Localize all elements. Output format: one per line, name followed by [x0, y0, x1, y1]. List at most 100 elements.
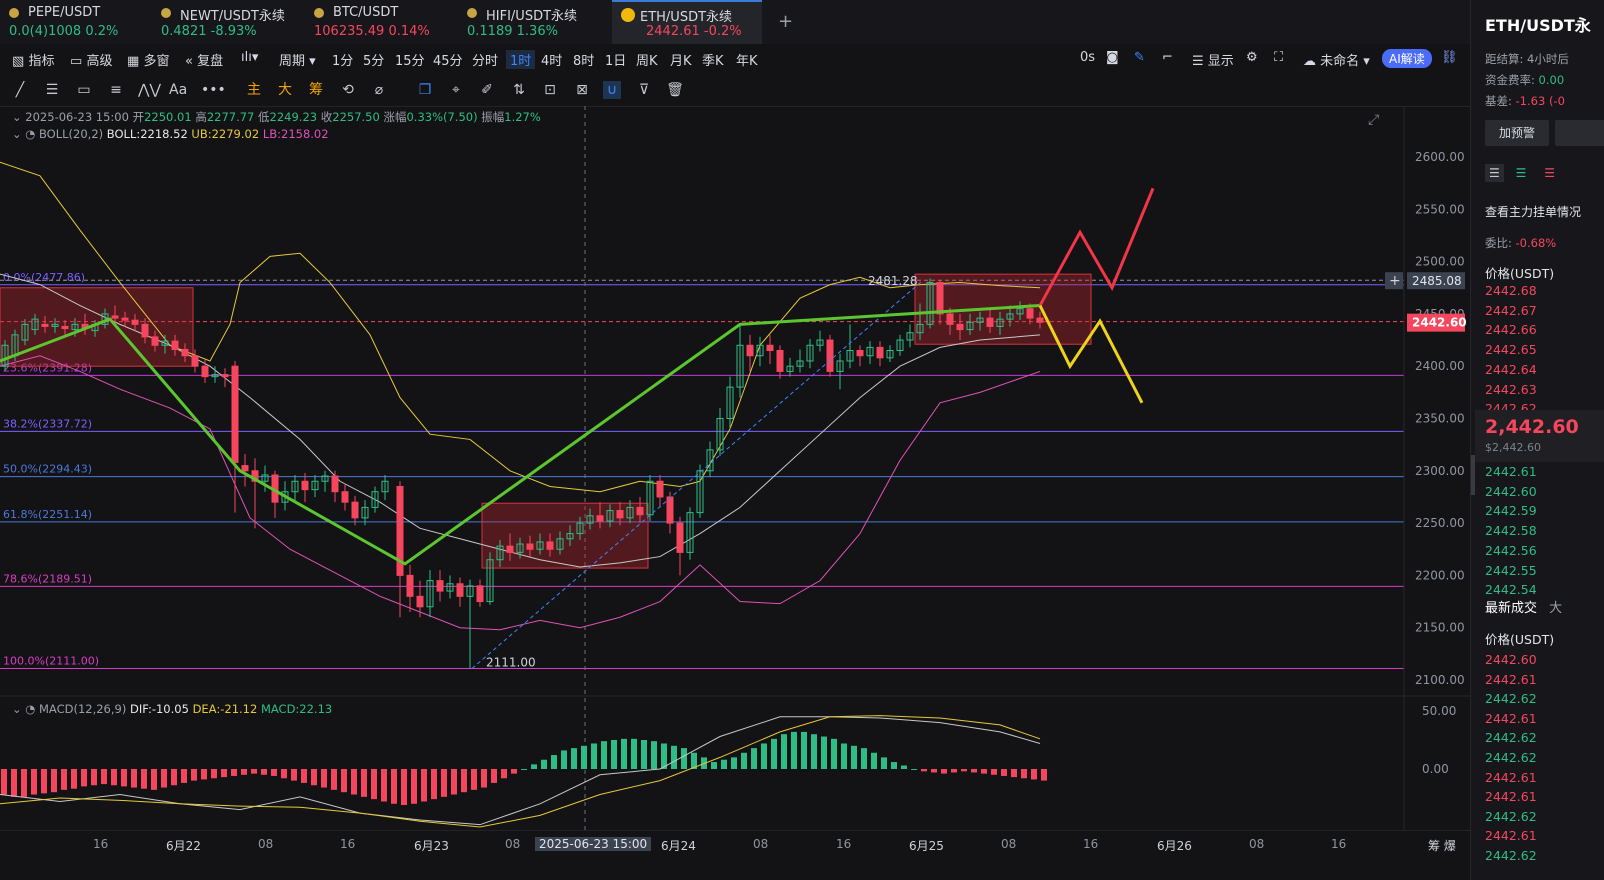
brush-icon[interactable]: ✐: [481, 82, 493, 98]
horizontal-line-icon[interactable]: ☰: [45, 82, 59, 98]
ask-row[interactable]: 2442.68: [1485, 283, 1537, 298]
add-alert-button[interactable]: 加预警: [1485, 120, 1549, 146]
tab-newt[interactable]: NEWT/USDT永续 0.4821 -8.93%: [152, 0, 302, 44]
interval-15m[interactable]: 15分: [395, 54, 425, 69]
expand-icon[interactable]: ⤢: [1368, 112, 1380, 128]
camera-icon[interactable]: ◙: [1106, 50, 1119, 65]
axis-corner-toggle[interactable]: 筹 爆: [1428, 839, 1456, 853]
trade-row[interactable]: 2442.61: [1485, 789, 1537, 805]
trash-icon[interactable]: 🗑: [666, 82, 684, 98]
orderbook-link[interactable]: 查看主力挂单情况: [1485, 205, 1582, 219]
share-icon[interactable]: ⛓: [1441, 50, 1458, 65]
tab-pepe[interactable]: PEPE/USDT 0.0⁤(4)1008 0.2%: [0, 0, 150, 44]
trade-row[interactable]: 2442.62: [1485, 730, 1537, 746]
ask-row[interactable]: 2442.63: [1485, 381, 1537, 397]
ask-row[interactable]: 2442.64: [1485, 361, 1537, 377]
y-tick-label: 2150.00: [1415, 621, 1465, 635]
compare-icon[interactable]: ⇅: [513, 82, 525, 98]
time-axis[interactable]: 16 6月22 08 16 6月23 08 2025-06-23 15:00 6月24 08 16…: [0, 830, 1470, 857]
interval-week[interactable]: 周K: [636, 54, 658, 69]
fullscreen-icon[interactable]: ⛶: [1274, 50, 1284, 65]
text-tool[interactable]: Aa: [169, 82, 188, 98]
bid-row[interactable]: 2442.59: [1485, 503, 1537, 519]
display-button[interactable]: ☰ 显示: [1192, 54, 1234, 69]
interval-season[interactable]: 季K: [702, 54, 724, 69]
settings-icon[interactable]: ⚙: [1246, 50, 1258, 65]
secondary-button[interactable]: [1555, 120, 1604, 146]
bid-row[interactable]: 2442.56: [1485, 542, 1537, 558]
interval-1m[interactable]: 1分: [332, 54, 354, 69]
price-chart[interactable]: 2600.002550.002500.002450.002400.002350.…: [0, 106, 1470, 856]
panel-collapse-handle[interactable]: [1471, 455, 1475, 495]
chip-toggle[interactable]: 筹: [309, 82, 323, 98]
trade-row[interactable]: 2442.60: [1485, 652, 1537, 667]
filter-icon[interactable]: ⊽: [638, 82, 650, 98]
trade-row[interactable]: 2442.61: [1485, 671, 1537, 687]
orderbook-asks-icon[interactable]: ☰: [1544, 166, 1555, 180]
candle: [916, 323, 924, 334]
tab-btc[interactable]: BTC/USDT 106235.49 0.14%: [305, 0, 455, 44]
ask-row[interactable]: 2442.66: [1485, 322, 1537, 338]
interval-8h[interactable]: 8时: [573, 54, 595, 69]
multi-window-button[interactable]: ▦ 多窗: [127, 54, 170, 69]
orderbook-both-icon[interactable]: ☰: [1485, 164, 1504, 182]
more-tools-icon[interactable]: •••: [201, 82, 226, 98]
bid-row[interactable]: 2442.58: [1485, 523, 1537, 539]
latest-trades-tab[interactable]: 最新成交 大: [1485, 601, 1563, 616]
main-indicator-toggle[interactable]: 主: [247, 82, 261, 98]
ruler-icon[interactable]: ⌖: [452, 82, 460, 98]
macd-bar: [101, 769, 107, 785]
sync-icon[interactable]: ⟲: [342, 82, 354, 98]
interval-month[interactable]: 月K: [670, 54, 692, 69]
wave-icon[interactable]: ⋀⋁: [138, 82, 161, 98]
trade-row[interactable]: 2442.62: [1485, 750, 1537, 765]
bid-row[interactable]: 2442.61: [1485, 464, 1537, 479]
edit-icon[interactable]: ⊠: [576, 82, 588, 98]
bid-row[interactable]: 2442.60: [1485, 483, 1537, 499]
layout-save-button[interactable]: ☁ 未命名 ▾: [1303, 54, 1370, 69]
macd-bar: [441, 769, 447, 797]
trade-row[interactable]: 2442.61: [1485, 769, 1537, 785]
interval-45m[interactable]: 45分: [433, 54, 463, 69]
trend-line-icon[interactable]: ╱: [15, 82, 25, 98]
copy-icon[interactable]: ❐: [418, 82, 432, 98]
rectangle-icon[interactable]: ▭: [77, 82, 91, 98]
indicator-button[interactable]: ▧ 指标: [12, 54, 55, 69]
trade-row[interactable]: 2442.61: [1485, 710, 1537, 726]
pencil-icon[interactable]: ✎: [1134, 50, 1145, 65]
period-dropdown[interactable]: 周期 ▾: [279, 54, 316, 69]
macd-bar: [521, 769, 527, 770]
interval-year[interactable]: 年K: [736, 54, 758, 69]
add-tab-button[interactable]: +: [778, 11, 794, 32]
chart-canvas[interactable]: 2600.002550.002500.002450.002400.002350.…: [0, 106, 1470, 830]
interval-5m[interactable]: 5分: [363, 54, 385, 69]
chart-type-button[interactable]: ılı▾: [241, 50, 259, 65]
lock-icon[interactable]: ⊡: [544, 82, 556, 98]
bid-row[interactable]: 2442.55: [1485, 562, 1537, 578]
parallel-channel-icon[interactable]: ≡: [110, 82, 122, 98]
bid-row[interactable]: 2442.54: [1485, 582, 1537, 598]
large-order-toggle[interactable]: 大: [278, 82, 292, 98]
ask-row[interactable]: 2442.65: [1485, 342, 1537, 358]
trade-row[interactable]: 2442.61: [1485, 828, 1537, 844]
trade-row[interactable]: 2442.62: [1485, 848, 1537, 863]
candle: [361, 506, 369, 519]
low-annotation: 2111.00: [486, 655, 536, 669]
interval-1d[interactable]: 1日: [605, 54, 627, 69]
magnet-icon[interactable]: ∪: [603, 81, 621, 99]
eraser-icon[interactable]: ⌀: [374, 82, 384, 98]
ask-row[interactable]: 2442.67: [1485, 302, 1537, 318]
interval-timeline[interactable]: 分时: [472, 54, 499, 69]
ai-interpret-button[interactable]: AI解读: [1382, 49, 1432, 68]
trade-row[interactable]: 2442.62: [1485, 808, 1537, 824]
line-tool-icon[interactable]: ⌐: [1162, 50, 1173, 65]
orderbook-bids-icon[interactable]: ☰: [1515, 166, 1527, 180]
interval-1h[interactable]: 1时: [506, 50, 536, 69]
advanced-button[interactable]: ▭ 高级: [70, 54, 113, 69]
trade-row[interactable]: 2442.62: [1485, 691, 1537, 707]
interval-4h[interactable]: 4时: [541, 54, 563, 69]
replay-button[interactable]: « 复盘: [185, 54, 224, 69]
tab-hifi[interactable]: HIFI/USDT永续 0.1189 1.36%: [458, 0, 608, 44]
tab-eth[interactable]: ETH/USDT永续 2442.61 -0.2%: [612, 0, 762, 44]
candle: [996, 318, 1004, 327]
